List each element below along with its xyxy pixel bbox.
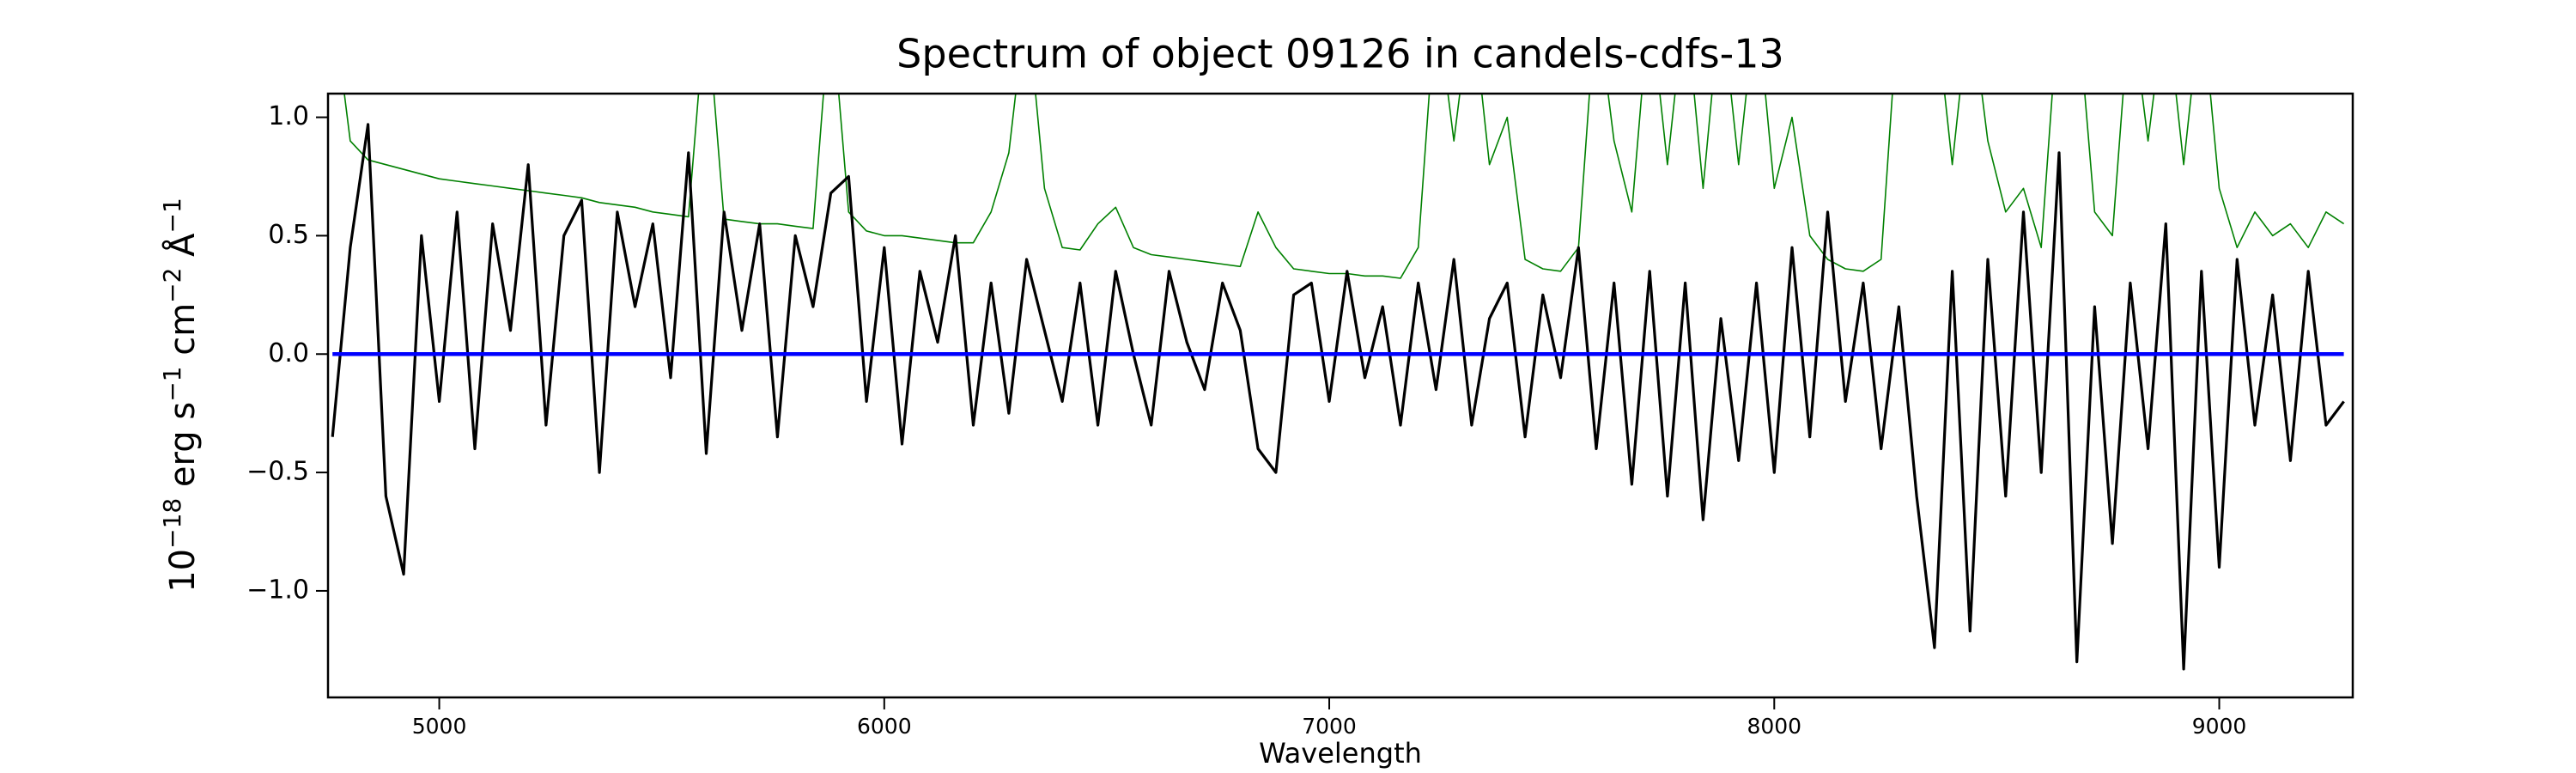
x-tick-label: 5000: [412, 714, 467, 739]
y-axis-label: 10−18 erg s−1 cm−2 Å−1: [158, 198, 203, 593]
x-tick-label: 8000: [1747, 714, 1801, 739]
y-label-sup: −18: [158, 498, 186, 549]
axes-frame: [326, 92, 2354, 699]
y-label-sup: −2: [158, 268, 186, 303]
chart-title: Spectrum of object 09126 in candels-cdfs…: [896, 31, 1784, 77]
y-tick-label: −0.5: [246, 457, 309, 487]
y-label-sup: −1: [158, 198, 186, 233]
x-tick-label: 7000: [1302, 714, 1357, 739]
plot-area: [331, 94, 2345, 671]
y-tick-label: −1.0: [246, 575, 309, 605]
y-label-part: 10: [163, 549, 203, 593]
y-label-part: Å: [161, 233, 203, 268]
x-tick-label: 9000: [2192, 714, 2247, 739]
y-label-part: cm: [163, 303, 203, 367]
y-tick-label: 1.0: [268, 101, 309, 131]
spectrum-line: [331, 123, 2345, 671]
y-tick-label: 0.5: [268, 220, 309, 250]
spectrum-line: [343, 94, 2345, 279]
y-tick-label: 0.0: [268, 338, 309, 368]
x-tick-label: 6000: [857, 714, 912, 739]
y-label-sup: −1: [158, 367, 186, 402]
y-label-part: erg s: [163, 402, 203, 498]
x-axis-label: Wavelength: [1259, 737, 1422, 770]
